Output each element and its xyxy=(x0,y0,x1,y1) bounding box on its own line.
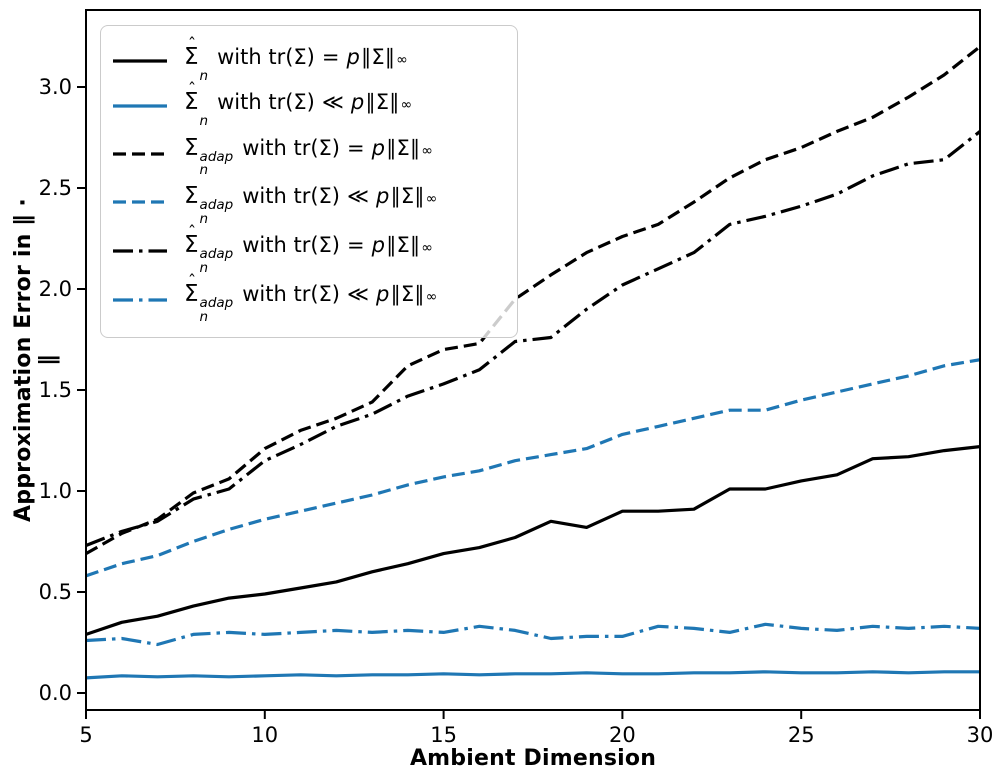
norm-text: ∥Σ∥ xyxy=(385,135,421,160)
y-tick-label: 2.5 xyxy=(39,176,72,200)
norm-text: ∥Σ∥ xyxy=(390,184,425,209)
legend-line-sample xyxy=(113,151,167,156)
infinity-subscript: ∞ xyxy=(400,97,413,114)
y-tick-label: 3.0 xyxy=(39,75,72,99)
y-tick-label: 0.5 xyxy=(39,580,72,604)
series-line-0 xyxy=(86,445,980,636)
sub-sup-stack: adap n xyxy=(199,246,234,276)
sub-sup-stack: adap n xyxy=(199,295,234,325)
relation-symbol: = xyxy=(347,135,365,160)
hat-accent: ˆ xyxy=(187,272,197,293)
hat-accent: ˆ xyxy=(187,80,197,101)
sub-sup-stack: adap n xyxy=(199,197,234,227)
legend-line-sample xyxy=(113,59,167,63)
y-tick-label: 2.0 xyxy=(39,277,72,301)
p-variable: p xyxy=(375,184,390,209)
relation-symbol: = xyxy=(347,233,365,258)
p-variable: p xyxy=(375,282,390,307)
norm-text: ∥Σ∥ xyxy=(390,282,425,307)
relation-symbol: ≪ xyxy=(347,282,369,307)
condition-text: with tr(Σ) xyxy=(217,90,315,115)
relation-symbol: ≪ xyxy=(347,184,369,209)
p-variable: p xyxy=(371,233,385,258)
relation-symbol: ≪ xyxy=(321,90,344,115)
infinity-subscript: ∞ xyxy=(421,142,433,159)
x-tick-label: 25 xyxy=(788,723,815,747)
legend-line-sample xyxy=(113,249,167,253)
legend-line-sample xyxy=(113,298,167,302)
hat-accent: ˆ xyxy=(187,34,197,55)
series-line-5 xyxy=(86,622,980,647)
sub-sup-stack: n xyxy=(199,113,209,130)
infinity-subscript: ∞ xyxy=(421,240,433,257)
infinity-subscript: ∞ xyxy=(425,191,438,208)
x-tick-label: 10 xyxy=(251,723,278,747)
legend-line-sample xyxy=(113,104,167,109)
y-tick-label: 0.0 xyxy=(39,681,72,705)
p-variable: p xyxy=(350,90,365,115)
p-variable: p xyxy=(346,44,360,69)
condition-text: with tr(Σ) xyxy=(242,135,340,160)
condition-text: with tr(Σ) xyxy=(242,282,340,307)
sigma-symbol: Σ xyxy=(184,183,199,210)
x-tick-label: 15 xyxy=(430,723,457,747)
sub-sup-stack: adap n xyxy=(199,148,234,179)
legend-line-sample xyxy=(113,200,167,204)
y-axis-label: Approximation Error in ∥ · ∥ xyxy=(11,198,61,522)
condition-text: with tr(Σ) xyxy=(242,184,340,209)
axes-spines xyxy=(85,9,981,711)
infinity-subscript: ∞ xyxy=(425,289,438,306)
sigma-symbol: Σ xyxy=(184,134,199,161)
hat-accent: ˆ xyxy=(187,223,197,244)
infinity-subscript: ∞ xyxy=(396,51,408,68)
series-line-4 xyxy=(86,130,980,547)
condition-text: with tr(Σ) xyxy=(217,44,315,69)
x-axis-label: Ambient Dimension xyxy=(409,746,657,771)
norm-text: ∥Σ∥ xyxy=(365,90,400,115)
x-tick-label: 30 xyxy=(967,723,994,747)
series-line-1 xyxy=(86,670,980,680)
relation-symbol: = xyxy=(321,44,340,69)
x-tick-label: 5 xyxy=(79,723,92,747)
sub-sup-stack: n xyxy=(199,67,209,84)
series-line-3 xyxy=(86,358,980,578)
p-variable: p xyxy=(371,135,385,160)
series-group xyxy=(86,45,980,680)
condition-text: with tr(Σ) xyxy=(242,233,340,258)
x-tick-label: 20 xyxy=(609,723,636,747)
y-tick-label: 1.5 xyxy=(39,378,72,402)
norm-text: ∥Σ∥ xyxy=(360,44,396,69)
norm-text: ∥Σ∥ xyxy=(385,233,421,258)
y-tick-label: 1.0 xyxy=(39,479,72,503)
